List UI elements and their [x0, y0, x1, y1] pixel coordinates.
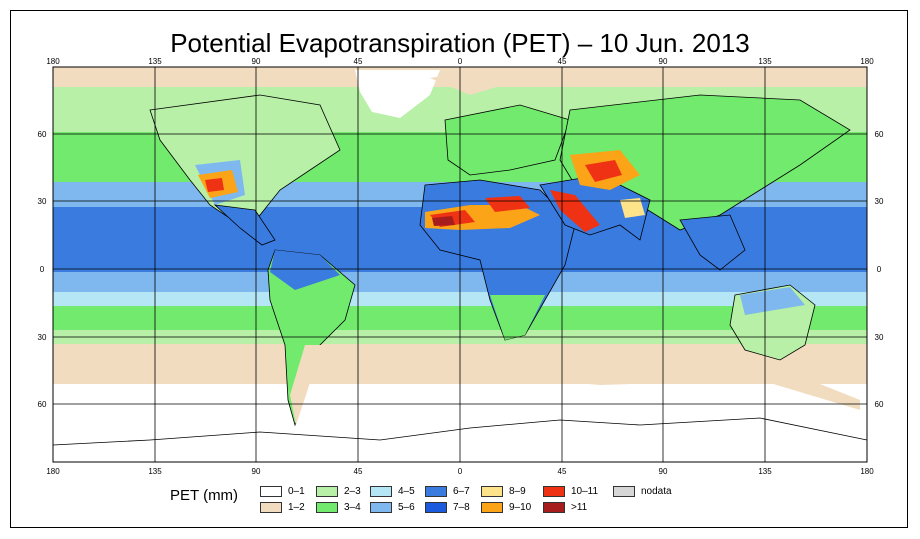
legend-item-1-2: 1–2 — [260, 502, 305, 513]
lat-label-right-0: 60 — [875, 130, 884, 139]
legend-label-gt-11: >11 — [571, 502, 588, 513]
lat-label-right-2: 0 — [877, 265, 882, 274]
lat-label-right-3: 30 — [875, 333, 884, 342]
legend-item-10-11: 10–11 — [543, 486, 598, 497]
lon-label-top-1: 135 — [148, 57, 162, 66]
legend-swatch-10-11 — [543, 486, 565, 497]
legend-title: PET (mm) — [170, 487, 239, 504]
lon-label-top-4: 0 — [458, 57, 463, 66]
legend-label-8-9: 8–9 — [509, 486, 526, 497]
legend-item-0-1: 0–1 — [260, 486, 305, 497]
legend-label-0-1: 0–1 — [288, 486, 305, 497]
legend-swatch-6-7 — [425, 486, 447, 497]
lat-label-left-1: 30 — [38, 197, 47, 206]
lat-label-left-4: 60 — [38, 400, 47, 409]
legend-swatch-5-6 — [370, 502, 392, 513]
europe — [444, 104, 571, 176]
legend-item-8-9: 8–9 — [481, 486, 526, 497]
lon-label-bottom-4: 0 — [458, 467, 463, 476]
legend-label-9-10: 9–10 — [509, 502, 532, 513]
hotspot-iran-core — [585, 160, 622, 182]
figure-frame — [10, 10, 908, 528]
lon-label-top-2: 90 — [252, 57, 261, 66]
south-america-south — [290, 345, 322, 425]
north-america — [149, 94, 341, 226]
legend-label-10-11: 10–11 — [571, 486, 599, 497]
map-title: Potential Evapotranspiration (PET) – 10 … — [170, 28, 750, 58]
legend-label-4-5: 4–5 — [398, 486, 415, 497]
legend-swatch-1-2 — [260, 502, 282, 513]
legend-swatch-8-9 — [481, 486, 503, 497]
legend-swatch-4-5 — [370, 486, 392, 497]
graticule — [53, 67, 867, 462]
lat-label-left-2: 0 — [40, 265, 45, 274]
lon-label-top-7: 135 — [758, 57, 772, 66]
lon-label-top-3: 45 — [354, 57, 363, 66]
legend-item-6-7: 6–7 — [425, 486, 470, 497]
lon-label-bottom-0: 180 — [46, 467, 60, 476]
legend-label-5-6: 5–6 — [398, 502, 415, 513]
legend-swatch-gt-11 — [543, 502, 565, 513]
australia-north — [740, 287, 805, 315]
mexico — [213, 204, 276, 246]
lon-label-top-8: 180 — [860, 57, 874, 66]
lat-label-left-0: 60 — [38, 130, 47, 139]
africa-south — [490, 295, 545, 340]
legend-swatch-9-10 — [481, 502, 503, 513]
legend-label-nodata: nodata — [641, 486, 672, 497]
legend-item-nodata: nodata — [613, 486, 672, 497]
legend-item-2-3: 2–3 — [316, 486, 361, 497]
legend-item-3-4: 3–4 — [316, 502, 361, 513]
lon-label-bottom-7: 135 — [758, 467, 772, 476]
legend-label-2-3: 2–3 — [344, 486, 361, 497]
lat-label-left-3: 30 — [38, 333, 47, 342]
hotspot-sahel-patch — [485, 196, 530, 212]
north-tan-patch — [430, 70, 520, 95]
lon-label-bottom-5: 45 — [558, 467, 567, 476]
legend-swatch-7-8 — [425, 502, 447, 513]
legend-item-gt-11: >11 — [543, 502, 587, 513]
antarctic-tan-patch — [490, 360, 860, 410]
legend-swatch-nodata — [613, 486, 635, 497]
southeast-asia — [679, 214, 746, 271]
legend-label-7-8: 7–8 — [453, 502, 470, 513]
legend-item-7-8: 7–8 — [425, 502, 470, 513]
lon-label-bottom-6: 90 — [659, 467, 668, 476]
legend-item-9-10: 9–10 — [481, 502, 531, 513]
legend-item-5-6: 5–6 — [370, 502, 415, 513]
legend-label-3-4: 3–4 — [344, 502, 361, 513]
lon-label-bottom-3: 45 — [354, 467, 363, 476]
legend-label-6-7: 6–7 — [453, 486, 470, 497]
lon-label-bottom-1: 135 — [148, 467, 162, 476]
lat-label-right-4: 60 — [875, 400, 884, 409]
hotspot-arabia — [550, 190, 600, 232]
hotspot-india — [620, 198, 645, 218]
greenland-region — [355, 70, 440, 118]
lon-label-top-0: 180 — [46, 57, 60, 66]
hotspot-sahara-extreme — [432, 216, 455, 226]
lat-label-right-1: 30 — [875, 197, 884, 206]
legend-label-1-2: 1–2 — [288, 502, 305, 513]
lon-label-bottom-8: 180 — [860, 467, 874, 476]
lon-label-bottom-2: 90 — [252, 467, 261, 476]
hotspot-us-southwest-core — [205, 178, 224, 192]
lon-label-top-6: 90 — [659, 57, 668, 66]
south-america-tropic — [270, 250, 340, 290]
legend-swatch-2-3 — [316, 486, 338, 497]
map-border — [52, 66, 868, 463]
legend-item-4-5: 4–5 — [370, 486, 415, 497]
legend-swatch-3-4 — [316, 502, 338, 513]
lon-label-top-5: 45 — [558, 57, 567, 66]
legend-swatch-0-1 — [260, 486, 282, 497]
